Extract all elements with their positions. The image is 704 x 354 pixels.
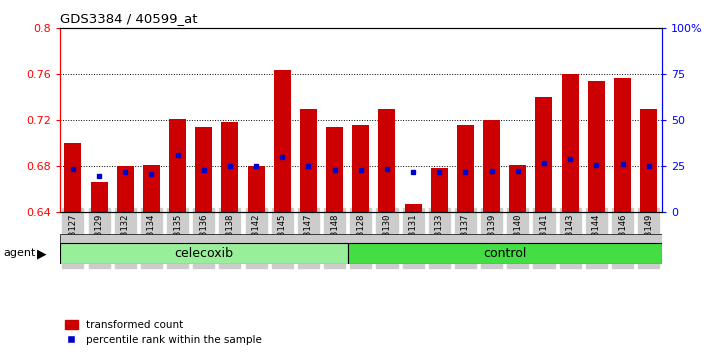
Bar <box>405 204 422 212</box>
Bar <box>352 125 370 212</box>
Bar <box>169 119 186 212</box>
Bar <box>60 234 662 243</box>
Bar <box>143 165 160 212</box>
Text: agent: agent <box>4 248 36 258</box>
Bar <box>300 109 317 212</box>
Bar <box>509 165 527 212</box>
Bar <box>562 74 579 212</box>
Bar <box>588 81 605 212</box>
Legend: transformed count, percentile rank within the sample: transformed count, percentile rank withi… <box>65 320 262 345</box>
Bar <box>536 97 553 212</box>
Bar <box>91 182 108 212</box>
Bar <box>65 143 82 212</box>
Text: GDS3384 / 40599_at: GDS3384 / 40599_at <box>60 12 197 25</box>
Bar <box>614 78 631 212</box>
Text: control: control <box>483 247 527 260</box>
Bar <box>379 109 396 212</box>
Bar <box>483 120 500 212</box>
Bar <box>457 125 474 212</box>
Text: ▶: ▶ <box>37 247 46 260</box>
Bar <box>222 121 239 212</box>
Bar <box>431 167 448 212</box>
Bar <box>326 127 343 212</box>
Bar <box>640 109 657 212</box>
Bar <box>60 243 348 264</box>
Bar <box>274 70 291 212</box>
Bar <box>248 166 265 212</box>
Bar <box>117 166 134 212</box>
Text: celecoxib: celecoxib <box>175 247 233 260</box>
Bar <box>195 127 213 212</box>
Bar <box>348 243 662 264</box>
